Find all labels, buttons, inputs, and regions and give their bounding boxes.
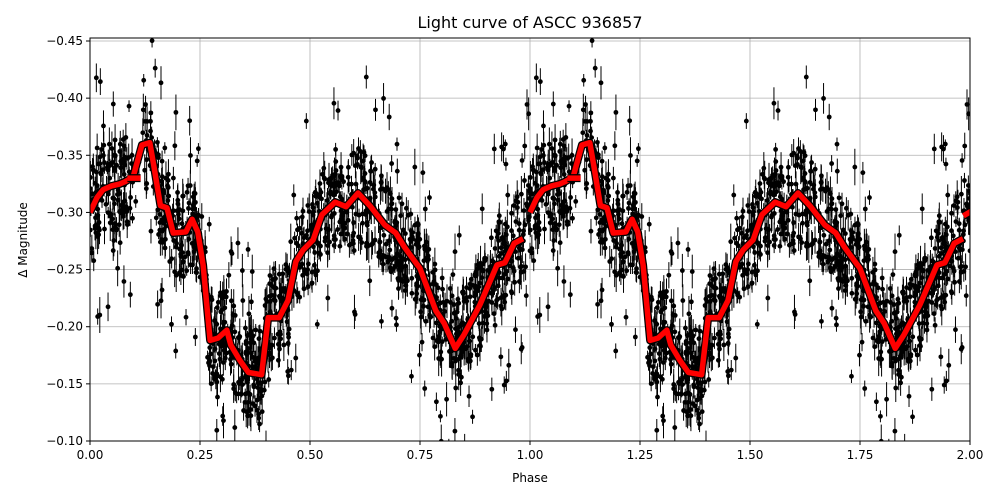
chart-title: Light curve of ASCC 936857 — [417, 13, 642, 32]
y-axis-label: Δ Magnitude — [16, 202, 30, 278]
x-axis-ticks: 0.00 0.25 0.50 0.75 1.00 1.25 1.50 1.75 2.00 — [77, 441, 983, 462]
y-axis-ticks: −0.45−0.40−0.35−0.30−0.25−0.20−0.15−0.10 — [46, 34, 90, 448]
x-axis-label: Phase — [512, 471, 548, 485]
model-curve — [90, 138, 970, 379]
